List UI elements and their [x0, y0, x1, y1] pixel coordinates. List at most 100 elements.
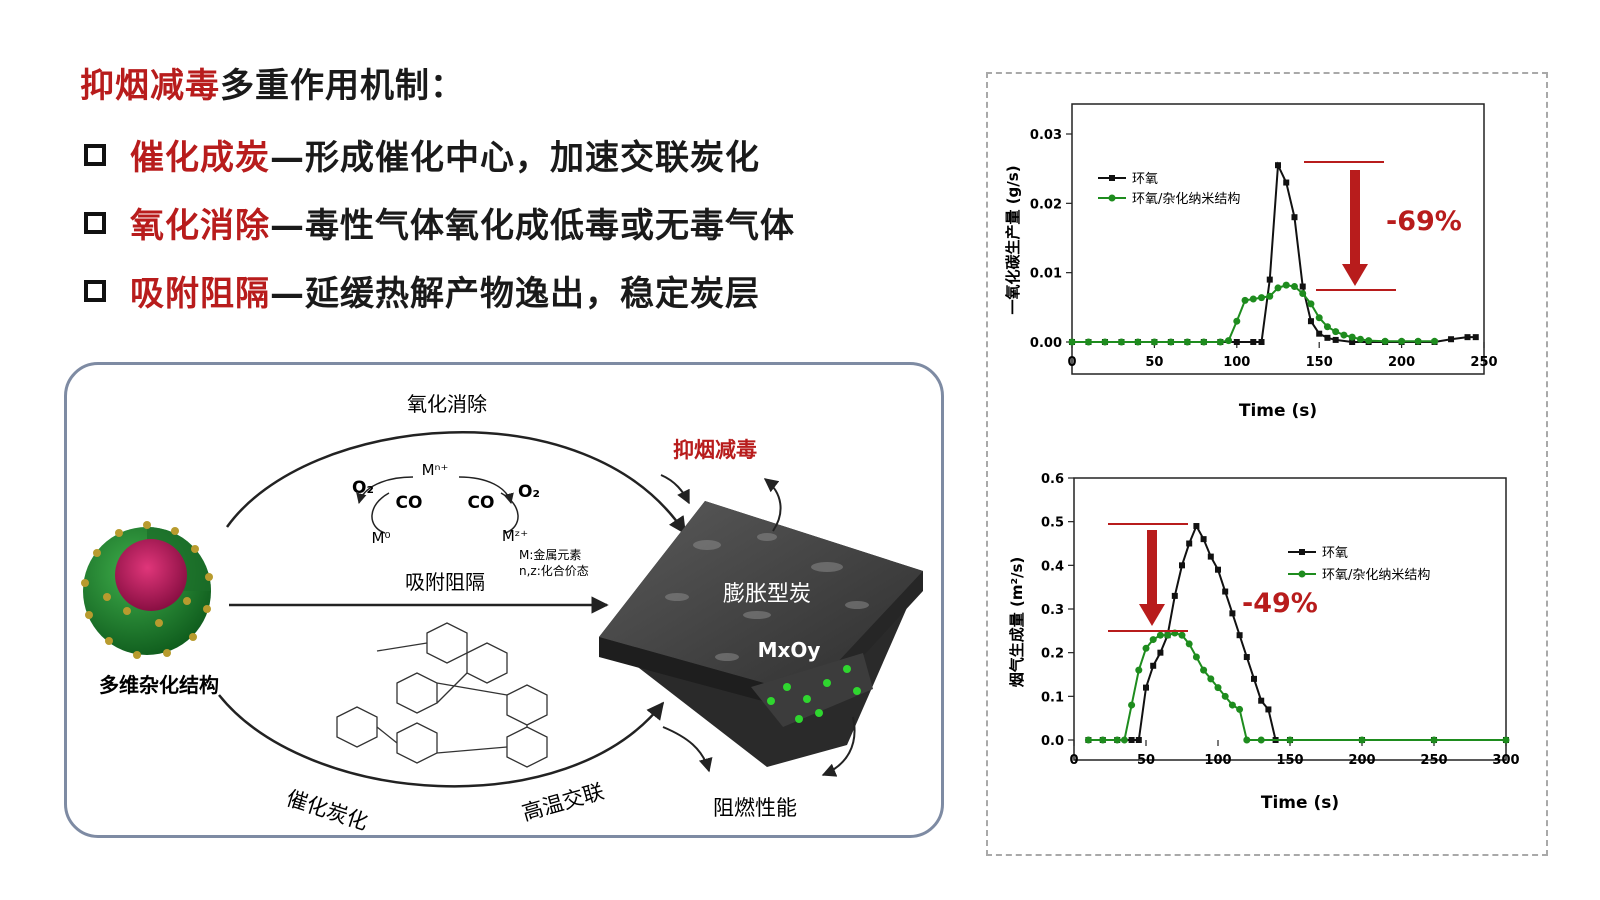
- flame-arrow: [662, 726, 713, 773]
- redox-arrow: [371, 492, 390, 534]
- data-point: [1150, 338, 1158, 346]
- data-point: [1258, 339, 1265, 345]
- data-point: [1167, 338, 1175, 346]
- legend: 环氧 环氧/杂化纳米结构: [1288, 546, 1430, 583]
- y-axis-label: 烟气生成量 (m²/s): [1008, 557, 1026, 688]
- data-point: [1229, 610, 1236, 617]
- data-point: [1265, 706, 1272, 713]
- legend-series-epoxy: 环氧: [1322, 546, 1348, 561]
- x-tick-label: 100: [1204, 753, 1231, 768]
- data-point: [1502, 736, 1510, 744]
- data-point: [1299, 289, 1307, 297]
- legend-series-hybrid: 环氧/杂化纳米结构: [1132, 192, 1240, 207]
- x-tick-label: 100: [1223, 355, 1250, 370]
- data-point: [1257, 736, 1265, 744]
- y-tick-label: 0.4: [1041, 559, 1064, 574]
- note-metal: M:金属元素: [519, 547, 581, 562]
- data-point: [1233, 317, 1241, 325]
- series-line-0: [1088, 523, 1506, 741]
- data-point: [1299, 283, 1306, 290]
- smoke-label: 抑烟减毒: [673, 438, 757, 462]
- y-tick-label: 0.02: [1030, 197, 1062, 212]
- data-point: [1283, 179, 1290, 186]
- y-tick-label: 0.03: [1030, 128, 1062, 143]
- x-axis-label: Time (s): [1239, 401, 1317, 421]
- x-tick-label: 50: [1137, 753, 1155, 768]
- data-point: [1340, 331, 1348, 339]
- reduction-arrow-co: [1304, 161, 1396, 291]
- data-point: [1142, 644, 1150, 652]
- data-point: [1207, 553, 1214, 560]
- data-point: [1200, 338, 1208, 346]
- oxidation-label: 氧化消除: [407, 392, 487, 416]
- bullet-catalytic: 催化成炭 —形成催化中心，加速交联炭化: [84, 130, 760, 179]
- bullet-oxidation: 氧化消除 —毒性气体氧化成低毒或无毒气体: [84, 198, 795, 247]
- y-tick-label: 0.5: [1041, 516, 1064, 531]
- redox-cycle: Mⁿ⁺ O₂ O₂ CO CO M⁰ Mᶻ⁺ M:金属元素 n,z:化合价态: [352, 461, 589, 578]
- data-point: [1099, 736, 1107, 744]
- data-point: [1251, 675, 1257, 682]
- data-point: [1134, 338, 1142, 346]
- legend-series-epoxy: 环氧: [1132, 172, 1158, 187]
- data-point: [1464, 334, 1471, 341]
- data-point: [1332, 328, 1340, 336]
- data-point: [1324, 334, 1331, 341]
- data-point: [1250, 339, 1257, 345]
- data-point: [1192, 653, 1200, 661]
- data-point: [1084, 338, 1092, 346]
- molecular-structure: [336, 622, 548, 768]
- data-point: [1171, 592, 1178, 599]
- data-point: [1233, 339, 1240, 345]
- data-point: [1431, 337, 1439, 345]
- checkbox-icon: [84, 211, 106, 234]
- reduction-label-smoke: -49%: [1242, 588, 1318, 619]
- x-tick-label: 250: [1420, 753, 1447, 768]
- data-point: [1349, 339, 1356, 345]
- data-point: [1241, 296, 1249, 304]
- data-point: [1243, 654, 1250, 661]
- o2-label: O₂: [518, 482, 540, 502]
- metal-ion-label: Mⁿ⁺: [422, 461, 449, 479]
- data-point: [1332, 336, 1339, 343]
- smoke-arrow: [660, 474, 690, 505]
- co-label: CO: [396, 493, 423, 513]
- data-point: [1236, 632, 1243, 639]
- data-point: [1113, 736, 1121, 744]
- data-point: [1228, 701, 1236, 709]
- data-point: [1358, 736, 1366, 744]
- data-point: [1135, 666, 1143, 674]
- x-tick-label: 200: [1348, 753, 1375, 768]
- data-point: [1150, 662, 1157, 669]
- bullet-desc: —形成催化中心，加速交联炭化: [270, 138, 760, 178]
- series-line-1: [1088, 631, 1506, 741]
- reduction-label-co: -69%: [1386, 206, 1462, 237]
- smoke-production-chart: 0 50 100 150 200 250 3000.00.10.20.30.40.50.6 …: [1008, 472, 1520, 813]
- data-point: [1117, 338, 1125, 346]
- x-tick-label: 300: [1492, 753, 1519, 768]
- data-point: [1157, 649, 1164, 656]
- x-tick-label: 200: [1388, 355, 1415, 370]
- y-tick-label: 0.3: [1041, 603, 1064, 618]
- chart-frame: [1071, 103, 1485, 375]
- data-point: [1156, 631, 1164, 639]
- data-point: [1143, 684, 1149, 691]
- data-point: [1120, 736, 1128, 744]
- x-tick-label: 150: [1306, 355, 1333, 370]
- data-point: [1398, 337, 1406, 345]
- catalytic-label: 催化炭化: [284, 786, 371, 835]
- data-point: [1291, 214, 1298, 221]
- x-tick-label: 250: [1470, 355, 1497, 370]
- data-point: [1193, 523, 1200, 530]
- chart-frame: [1073, 477, 1507, 761]
- data-point: [1200, 666, 1208, 674]
- title-highlight: 抑烟减毒: [80, 66, 220, 106]
- co-production-chart: 0 50 100 150 200 250 0.00 0.01 0.02 0.03 Time (s)…: [1004, 103, 1498, 421]
- data-point: [1216, 338, 1224, 346]
- data-point: [1348, 333, 1356, 341]
- x-axis-label: Time (s): [1261, 793, 1339, 813]
- y-tick-label: 0.0: [1041, 734, 1064, 749]
- data-point: [1183, 338, 1191, 346]
- flame-label: 阻燃性能: [713, 796, 797, 820]
- bullet-key: 吸附阻隔: [130, 274, 270, 314]
- surface-particles: [81, 521, 213, 659]
